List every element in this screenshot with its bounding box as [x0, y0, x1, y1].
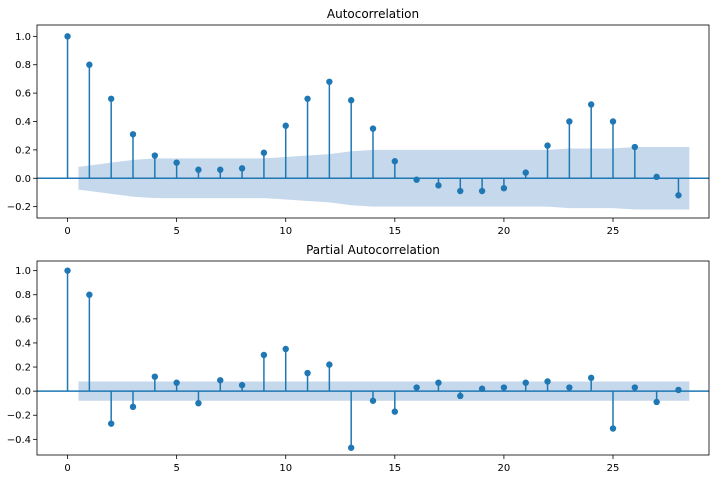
pacf-ytick-label-6: 0.8 — [15, 290, 31, 301]
pacf-point-lag-7 — [217, 377, 224, 384]
acf-point-lag-1 — [86, 61, 93, 68]
pacf-point-lag-21 — [522, 379, 529, 386]
pacf-point-lag-13 — [347, 444, 355, 451]
pacf-point-lag-16 — [413, 384, 420, 391]
pacf-point-lag-8 — [238, 381, 246, 389]
pacf-point-lag-5 — [173, 379, 180, 386]
acf-ytick-label-0: −0.2 — [7, 202, 31, 213]
acf-point-lag-23 — [566, 118, 573, 125]
acf-xtick-label-5: 5 — [173, 226, 179, 237]
acf-ytick-label-3: 0.4 — [15, 117, 31, 128]
pacf-xtick-label-20: 20 — [498, 463, 511, 474]
acf-point-lag-19 — [478, 187, 486, 195]
pacf-ytick-label-2: 0.0 — [15, 387, 31, 398]
acf-point-lag-28 — [675, 192, 682, 199]
acf-xtick-label-25: 25 — [607, 226, 620, 237]
pacf-xtick-label-25: 25 — [607, 463, 620, 474]
pacf-point-lag-27 — [653, 398, 660, 406]
acf-ytick-label-6: 1.0 — [15, 32, 31, 43]
acf-xtick-label-0: 0 — [64, 226, 70, 237]
acf-ytick-label-5: 0.8 — [15, 60, 31, 71]
acf-point-lag-6 — [195, 166, 202, 173]
pacf-xtick-label-10: 10 — [279, 463, 292, 474]
acf-ytick-label-4: 0.6 — [15, 89, 31, 100]
acf-point-lag-10 — [282, 122, 289, 129]
pacf-point-lag-18 — [457, 392, 464, 400]
acf-point-lag-22 — [544, 142, 551, 149]
acf-point-lag-9 — [260, 149, 268, 156]
acf-xtick-label-10: 10 — [279, 226, 292, 237]
acf-point-lag-13 — [347, 97, 355, 104]
pacf-point-lag-11 — [304, 369, 311, 377]
acf-xtick-label-15: 15 — [388, 226, 401, 237]
pacf-xtick-label-0: 0 — [64, 463, 70, 474]
pacf-ytick-label-3: 0.2 — [15, 363, 31, 374]
acf-point-lag-18 — [457, 187, 464, 195]
acf-point-lag-16 — [413, 176, 420, 183]
pacf-point-lag-15 — [391, 408, 399, 415]
acf-point-lag-20 — [500, 184, 508, 192]
acf-point-lag-14 — [369, 125, 377, 132]
pacf-point-lag-12 — [326, 361, 333, 368]
pacf-point-lag-6 — [195, 399, 202, 407]
acf-point-lag-3 — [129, 131, 137, 138]
pacf-point-lag-25 — [609, 425, 617, 432]
pacf-point-lag-17 — [435, 379, 442, 386]
pacf-point-lag-19 — [478, 385, 486, 392]
pacf-point-lag-23 — [566, 384, 573, 391]
acf-ytick-label-1: 0.0 — [15, 174, 31, 185]
pacf-point-lag-28 — [675, 386, 682, 394]
pacf-chart-title: Partial Autocorrelation — [306, 243, 440, 257]
acf-point-lag-21 — [522, 169, 529, 176]
pacf-point-lag-0 — [64, 267, 71, 274]
acf-point-lag-24 — [587, 101, 595, 108]
pacf-axes-frame — [36, 260, 710, 456]
acf-point-lag-4 — [151, 152, 159, 159]
acf-point-lag-0 — [64, 33, 71, 40]
pacf-xtick-label-5: 5 — [173, 463, 179, 474]
acf-point-lag-2 — [107, 95, 115, 102]
pacf-ytick-label-7: 1.0 — [15, 266, 31, 277]
pacf-point-lag-9 — [260, 351, 268, 359]
pacf-point-lag-10 — [282, 345, 289, 353]
acf-point-lag-8 — [238, 165, 246, 172]
acf-point-lag-17 — [435, 182, 442, 189]
pacf-ytick-label-1: −0.2 — [7, 411, 31, 422]
acf-point-lag-5 — [173, 159, 180, 166]
acf-ytick-label-2: 0.2 — [15, 145, 31, 156]
acf-point-lag-7 — [217, 166, 224, 173]
pacf-ytick-label-0: −0.4 — [7, 435, 31, 446]
pacf-point-lag-4 — [151, 373, 159, 380]
pacf-point-lag-3 — [129, 403, 137, 411]
acf-xtick-label-20: 20 — [498, 226, 511, 237]
pacf-point-lag-1 — [86, 291, 93, 298]
acf-point-lag-12 — [326, 78, 333, 85]
acf-point-lag-15 — [391, 158, 399, 165]
acf-point-lag-11 — [304, 95, 311, 102]
pacf-point-lag-20 — [500, 384, 508, 391]
pacf-xtick-label-15: 15 — [388, 463, 401, 474]
acf-point-lag-25 — [609, 118, 617, 125]
pacf-ytick-label-5: 0.6 — [15, 314, 31, 325]
pacf-point-lag-22 — [544, 378, 551, 385]
acf-point-lag-27 — [653, 173, 660, 181]
pacf-ytick-label-4: 0.4 — [15, 338, 31, 349]
pacf-point-lag-14 — [369, 397, 377, 404]
pacf-point-lag-2 — [107, 420, 115, 427]
acf-point-lag-26 — [631, 143, 639, 151]
pacf-point-lag-24 — [587, 374, 595, 382]
acf-chart-title: Autocorrelation — [327, 7, 419, 21]
pacf-point-lag-26 — [631, 384, 639, 391]
